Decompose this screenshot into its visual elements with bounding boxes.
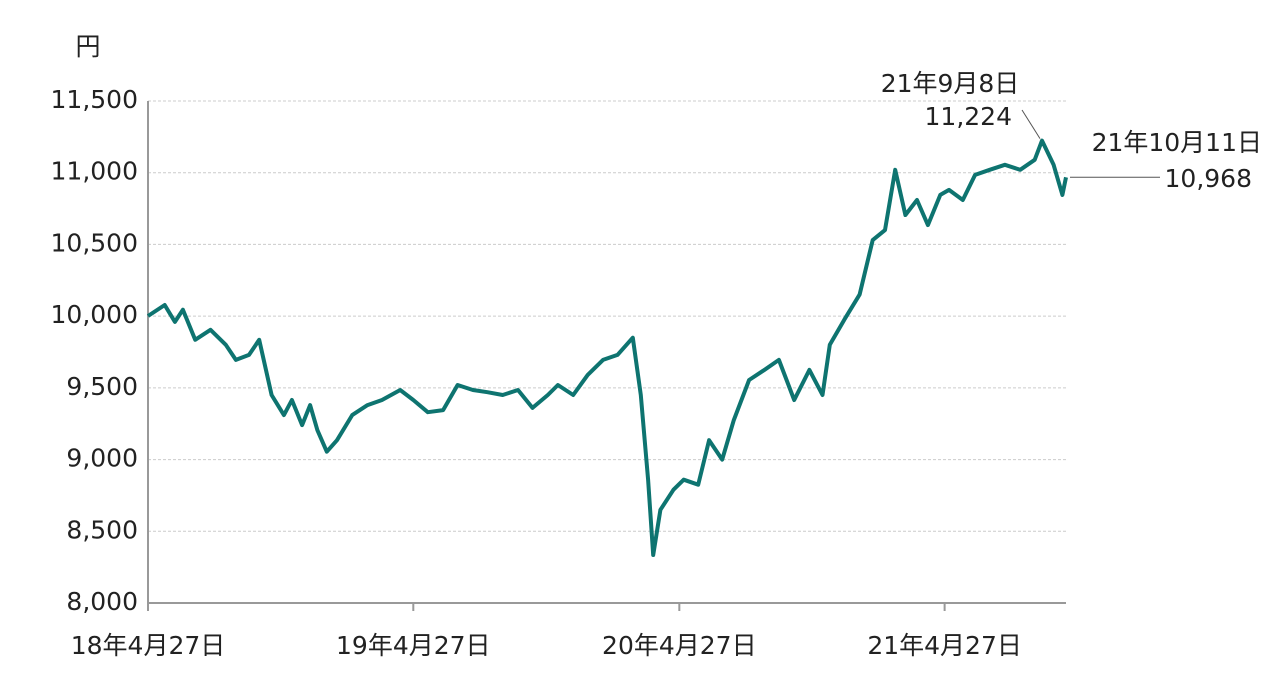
y-tick-label: 9,000 bbox=[66, 444, 138, 473]
y-unit: 円 bbox=[75, 32, 100, 61]
y-tick-label: 11,500 bbox=[51, 85, 138, 114]
y-tick-label: 8,000 bbox=[66, 587, 138, 616]
x-tick-label: 20年4月27日 bbox=[602, 631, 757, 660]
x-tick-label: 19年4月27日 bbox=[336, 631, 491, 660]
annotation-value: 11,224 bbox=[925, 102, 1012, 131]
x-tick-label: 18年4月27日 bbox=[71, 631, 226, 660]
x-tick-label: 21年4月27日 bbox=[867, 631, 1022, 660]
line-series bbox=[146, 138, 1068, 557]
y-tick-label: 10,500 bbox=[51, 228, 138, 257]
y-tick-label: 9,500 bbox=[66, 372, 138, 401]
annotation-leader bbox=[1021, 109, 1041, 139]
annotation-date: 21年10月11日 bbox=[1092, 128, 1262, 157]
y-tick-label: 10,000 bbox=[51, 300, 138, 329]
y-tick-label: 8,500 bbox=[66, 515, 138, 544]
annotation-date: 21年9月8日 bbox=[881, 69, 1020, 98]
y-tick-label: 11,000 bbox=[51, 157, 138, 186]
annotation-value: 10,968 bbox=[1165, 164, 1252, 193]
